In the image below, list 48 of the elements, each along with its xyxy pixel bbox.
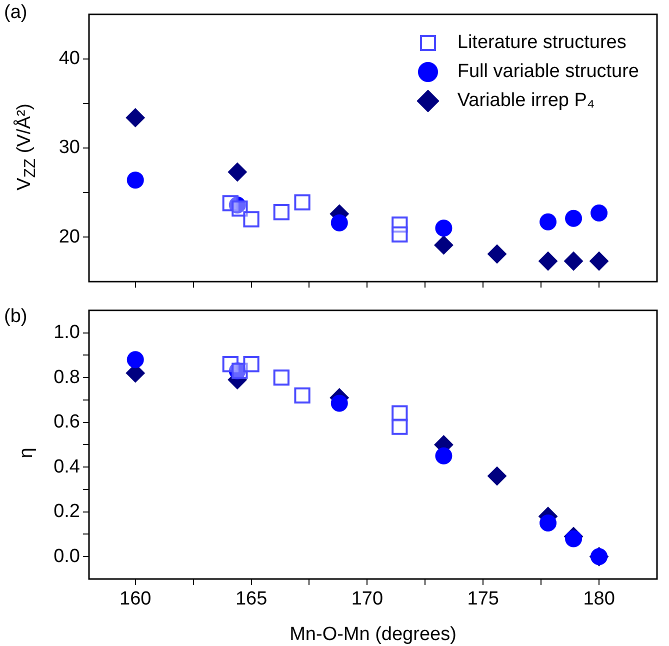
point (564, 252, 584, 271)
legend-label: Full variable structure (457, 60, 639, 82)
point (538, 252, 558, 271)
point (330, 394, 348, 412)
x-axis-title: Mn-O-Mn (degrees) (290, 624, 456, 645)
y-tick-label: 0.6 (54, 412, 80, 433)
x-tick-label: 175 (467, 588, 499, 610)
point (540, 514, 557, 532)
y-tick-label: 40 (58, 48, 80, 70)
point (540, 213, 557, 230)
point (330, 214, 348, 232)
text: (a) (4, 2, 28, 24)
legend-label: Literature structures (457, 32, 626, 54)
point (434, 236, 454, 255)
y-tick-label: 0.2 (54, 501, 80, 522)
point (294, 194, 310, 210)
point (565, 530, 582, 548)
point (488, 466, 507, 486)
point (232, 200, 248, 217)
point (243, 356, 260, 372)
point (243, 211, 260, 228)
point (126, 108, 145, 128)
point (435, 220, 452, 237)
point (126, 351, 144, 368)
point (228, 362, 246, 380)
point (590, 252, 609, 271)
point (228, 162, 247, 182)
point (228, 196, 246, 214)
point (294, 387, 310, 404)
legend-label: Variable irrep P₄ (457, 90, 595, 112)
x-tick-label: 170 (351, 588, 384, 610)
x-tick-label: 165 (235, 588, 268, 610)
point (590, 204, 608, 222)
x-tick-label: 160 (120, 588, 152, 610)
y-tick-label: 0.8 (54, 366, 80, 388)
text: (b) (4, 306, 28, 328)
point (126, 172, 144, 189)
y-tick-label: 1.0 (54, 322, 80, 344)
y-tick-label: 0.4 (54, 456, 80, 478)
x-tick-label: 180 (583, 588, 615, 610)
point (488, 244, 507, 264)
y-tick-label: 0.0 (54, 546, 80, 567)
y-axis-title: η (16, 448, 38, 458)
y-tick-label: 20 (58, 226, 80, 248)
y-tick-label: 30 (58, 137, 80, 158)
point (392, 226, 408, 242)
point (435, 447, 452, 464)
point (565, 210, 582, 227)
